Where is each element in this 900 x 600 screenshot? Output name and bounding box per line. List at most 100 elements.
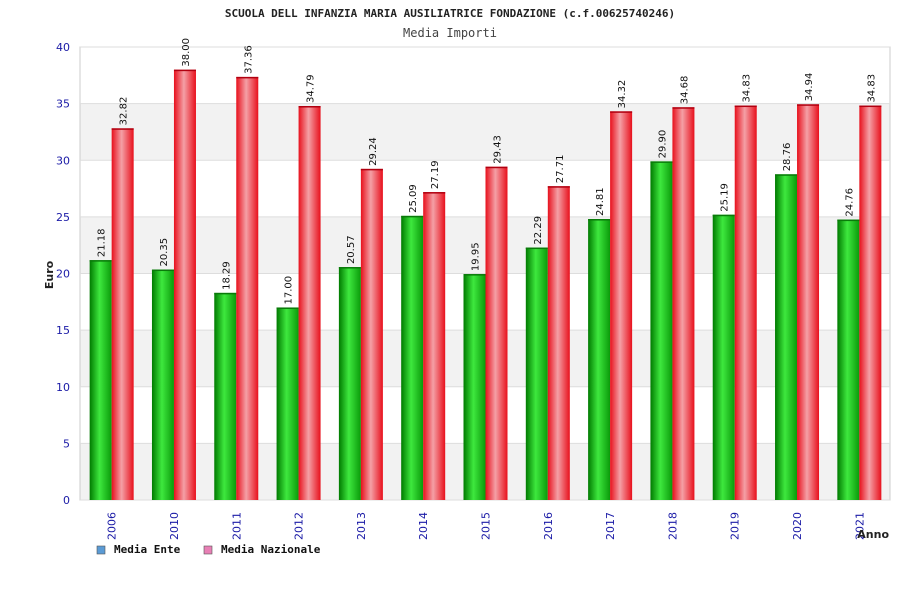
- plot-band: [80, 160, 890, 217]
- bar-media-nazionale-cap: [672, 107, 695, 109]
- y-tick-label: 35: [56, 98, 70, 111]
- legend-label: Media Nazionale: [221, 543, 321, 556]
- y-tick-label: 25: [56, 211, 70, 224]
- data-label-media-ente: 28.76: [782, 143, 793, 172]
- bar-media-ente: [401, 215, 424, 500]
- y-tick-label: 40: [56, 41, 70, 54]
- data-label-media-ente: 20.35: [159, 238, 170, 267]
- plot-band: [80, 216, 890, 274]
- bar-media-ente: [214, 292, 237, 500]
- bar-media-nazionale-cap: [298, 106, 321, 108]
- data-label-media-ente: 29.90: [657, 130, 668, 159]
- data-label-media-nazionale: 27.19: [430, 160, 441, 189]
- bar-media-ente: [650, 161, 673, 500]
- data-label-media-nazionale: 34.83: [742, 74, 753, 103]
- x-tick-label: 2011: [230, 512, 243, 540]
- bar-media-nazionale: [859, 105, 882, 501]
- bar-media-nazionale: [111, 128, 134, 500]
- data-label-media-nazionale: 29.24: [368, 137, 379, 166]
- bar-media-nazionale-cap: [610, 111, 633, 113]
- bar-media-ente-cap: [276, 307, 299, 309]
- data-label-media-nazionale: 34.32: [617, 80, 628, 109]
- y-axis-label: Euro: [43, 260, 56, 289]
- data-label-media-ente: 17.00: [284, 276, 295, 305]
- x-tick-label: 2019: [729, 512, 742, 540]
- bar-media-nazionale: [672, 107, 695, 501]
- bar-media-ente: [712, 214, 735, 500]
- bar-media-nazionale: [423, 192, 446, 501]
- bar-media-ente: [276, 307, 299, 500]
- data-label-media-nazionale: 37.36: [243, 45, 254, 74]
- bar-media-nazionale: [797, 104, 820, 500]
- bar-media-ente: [775, 174, 798, 500]
- bar-media-nazionale-cap: [423, 192, 446, 194]
- x-tick-label: 2014: [417, 512, 430, 540]
- bar-media-nazionale-cap: [859, 105, 882, 108]
- bar-media-ente-cap: [775, 174, 798, 176]
- bar-media-nazionale-cap: [173, 69, 196, 72]
- plot-band: [80, 47, 890, 104]
- x-tick-label: 2018: [666, 512, 679, 540]
- bar-media-nazionale-cap: [734, 105, 757, 108]
- bar-media-nazionale: [485, 166, 508, 500]
- data-labels: 21.18 32.82 20.35 38.00 18.29 37.36 17.00 34.79…: [97, 38, 878, 304]
- bar-media-ente: [463, 274, 486, 500]
- bar-media-nazionale-cap: [360, 168, 383, 171]
- bar-media-nazionale: [236, 76, 259, 500]
- bar-media-nazionale: [734, 105, 757, 501]
- x-tick-label: 2006: [106, 512, 119, 540]
- legend-swatch: [203, 545, 213, 555]
- legend-label: Media Ente: [114, 543, 181, 556]
- data-label-media-ente: 22.29: [533, 216, 544, 245]
- data-label-media-nazionale: 34.94: [804, 73, 815, 102]
- bar-media-ente: [837, 219, 860, 500]
- bar-media-ente-cap: [214, 292, 237, 295]
- y-tick-label: 20: [56, 268, 70, 281]
- bar-media-nazionale: [610, 111, 633, 501]
- bar-media-ente-cap: [89, 260, 112, 262]
- bar-media-nazionale-cap: [797, 104, 820, 106]
- data-label-media-nazionale: 29.43: [493, 135, 504, 164]
- data-label-media-ente: 24.76: [844, 188, 855, 217]
- bar-media-nazionale: [547, 186, 570, 500]
- data-label-media-nazionale: 34.79: [306, 74, 317, 103]
- bar-media-nazionale-cap: [485, 166, 508, 169]
- legend-swatch: [96, 545, 106, 555]
- legend: Media Ente Media Nazionale: [96, 543, 321, 556]
- x-tick-label: 2013: [355, 512, 368, 540]
- data-label-media-ente: 25.19: [720, 183, 731, 212]
- bar-media-ente-cap: [837, 219, 860, 222]
- x-tick-label: 2010: [168, 512, 181, 540]
- chart-title: SCUOLA DELL INFANZIA MARIA AUSILIATRICE …: [225, 7, 675, 20]
- bar-media-ente-cap: [338, 267, 361, 269]
- x-tick-label: 2016: [542, 512, 555, 540]
- y-axis-ticks: 0 5 10 15 20 25 30 35 40: [56, 41, 70, 507]
- bars: [89, 69, 882, 501]
- bar-media-ente-cap: [650, 161, 673, 163]
- bar-media-nazionale-cap: [111, 128, 134, 130]
- y-tick-label: 15: [56, 324, 70, 337]
- bar-media-ente: [151, 269, 174, 500]
- bar-media-ente: [338, 267, 361, 500]
- data-label-media-ente: 18.29: [221, 261, 232, 290]
- x-tick-label: 2020: [791, 512, 804, 540]
- data-label-media-nazionale: 34.68: [679, 76, 690, 105]
- bar-media-nazionale-cap: [547, 186, 570, 188]
- bar-media-ente: [525, 247, 548, 500]
- data-label-media-nazionale: 32.82: [119, 97, 130, 126]
- data-label-media-ente: 20.57: [346, 235, 357, 264]
- bar-media-ente-cap: [588, 219, 611, 221]
- y-tick-label: 5: [63, 437, 70, 450]
- data-label-media-ente: 25.09: [408, 184, 419, 213]
- bar-media-nazionale: [298, 106, 321, 501]
- data-label-media-ente: 21.18: [97, 228, 108, 257]
- data-label-media-ente: 24.81: [595, 187, 606, 216]
- bar-media-ente: [89, 260, 112, 500]
- bar-media-ente: [588, 219, 611, 501]
- bar-media-ente-cap: [463, 274, 486, 276]
- x-tick-label: 2012: [293, 512, 306, 540]
- bar-media-nazionale: [360, 168, 383, 500]
- data-label-media-ente: 19.95: [471, 242, 482, 271]
